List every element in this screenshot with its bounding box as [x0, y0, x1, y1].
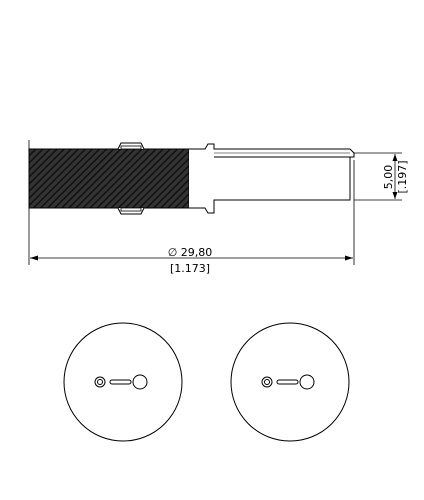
disc-outline — [230, 322, 350, 442]
clip-notch-top — [120, 145, 142, 150]
height-dimension-imperial: [.197] — [396, 160, 409, 193]
small-hole-outer — [94, 376, 106, 388]
width-dimension: ∅ 29,80 [1.173] — [30, 246, 353, 275]
large-hole — [132, 374, 148, 390]
slot — [276, 379, 299, 385]
front-view-right — [230, 322, 350, 442]
disc-outline — [63, 322, 183, 442]
height-dimension: 5,00 [.197] — [382, 154, 409, 199]
large-hole — [299, 374, 315, 390]
body-outline — [189, 143, 355, 214]
width-dimension-value: ∅ 29,80 — [168, 246, 213, 259]
small-hole-outer — [261, 376, 273, 388]
small-hole-inner — [97, 379, 103, 385]
height-dimension-value: 5,00 — [382, 165, 395, 190]
clip-notch-bottom — [120, 207, 142, 212]
small-hole-inner — [264, 379, 270, 385]
arrowhead-left — [30, 255, 38, 261]
width-dimension-imperial: [1.173] — [170, 262, 210, 275]
arrowhead-right — [345, 255, 353, 261]
side-view — [28, 140, 402, 265]
front-view-left — [63, 322, 183, 442]
arrowhead-top — [392, 154, 398, 161]
slot — [109, 379, 132, 385]
hatched-section — [28, 148, 190, 209]
arrowhead-bottom — [392, 192, 398, 199]
